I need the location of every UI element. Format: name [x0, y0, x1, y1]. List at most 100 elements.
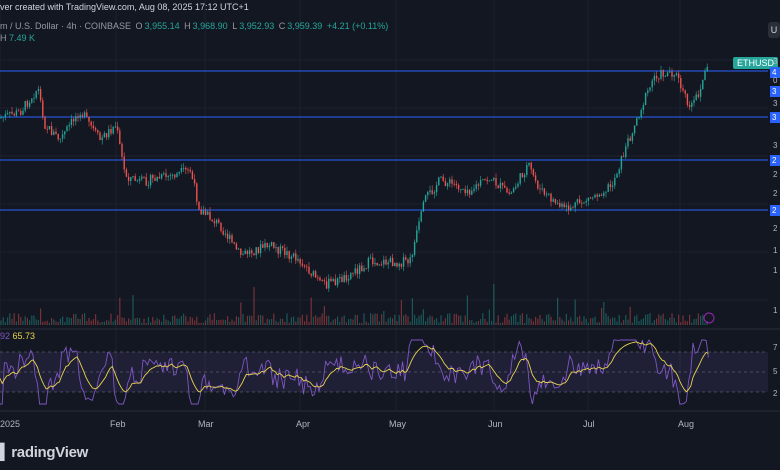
candle-body: [451, 179, 453, 184]
volume-bar: [128, 318, 130, 325]
volume-bar: [77, 318, 79, 325]
candle-body: [347, 279, 350, 281]
candle-body: [224, 233, 227, 235]
candle-body: [330, 278, 332, 281]
candle-body: [323, 280, 326, 282]
candle-body: [361, 265, 363, 272]
candle-body: [658, 78, 660, 80]
candle-body: [453, 183, 455, 185]
candle-body: [160, 174, 163, 179]
candle-body: [0, 117, 2, 119]
candle-body: [636, 118, 638, 126]
volume-bar: [88, 317, 90, 325]
volume-bar: [147, 317, 149, 325]
volume-bar: [169, 321, 171, 325]
candle-body: [295, 253, 297, 261]
candle-body: [545, 193, 548, 195]
candle-body: [550, 193, 552, 202]
candle-body: [288, 251, 290, 259]
rsi-axis-label: 7: [773, 343, 778, 352]
volume-bar: [576, 317, 578, 325]
candle-body: [6, 113, 9, 115]
volume-bar: [429, 315, 431, 325]
volume-bar: [546, 314, 548, 325]
candle-body: [211, 219, 213, 222]
candle-body: [462, 189, 464, 190]
candle-body: [521, 173, 524, 178]
volume-bar: [46, 320, 48, 325]
volume-bar: [482, 313, 484, 325]
candle-body: [589, 197, 592, 199]
volume-bar: [81, 314, 83, 325]
volume-bar: [271, 319, 273, 325]
volume-bar: [33, 315, 35, 325]
volume-bar: [90, 320, 92, 325]
candle-body: [246, 250, 249, 255]
currency-button[interactable]: U: [768, 22, 780, 38]
volume-bar: [117, 315, 119, 325]
candle-body: [286, 251, 288, 256]
rsi-line: [0, 339, 709, 405]
candle-body: [389, 257, 392, 263]
candle-body: [567, 205, 570, 211]
volume-bar: [629, 306, 631, 325]
volume-bar: [585, 318, 587, 325]
candle-body: [475, 184, 477, 189]
volume-bar: [420, 314, 422, 325]
candle-body: [281, 246, 284, 248]
candle-body: [671, 71, 673, 77]
volume-bar: [103, 321, 105, 325]
volume-bar: [378, 321, 380, 325]
volume-bar: [682, 315, 684, 325]
volume-bar: [323, 305, 325, 325]
volume-bar: [284, 322, 286, 325]
candle-body: [35, 90, 37, 99]
volume-bar: [398, 314, 400, 325]
volume-bar: [79, 319, 81, 325]
volume-bar: [315, 315, 317, 325]
volume-bar: [662, 313, 664, 325]
volume-bar: [145, 322, 147, 325]
candle-body: [240, 248, 242, 255]
volume-bar: [42, 321, 44, 325]
candle-body: [136, 180, 139, 182]
volume-bar: [332, 319, 334, 325]
candle-body: [317, 277, 319, 279]
created-with-text: ver created with TradingView.com, Aug 08…: [0, 2, 249, 12]
candle-body: [268, 245, 271, 248]
volume-bar: [563, 321, 565, 325]
candle-body: [204, 210, 207, 215]
candle-body: [262, 244, 264, 248]
candle-body: [433, 192, 436, 194]
candle-body: [697, 94, 700, 97]
volume-bar: [191, 317, 193, 325]
time-axis-label: Mar: [198, 419, 214, 429]
candle-body: [297, 259, 299, 261]
volume-bar: [444, 318, 446, 325]
volume-bar: [400, 300, 402, 325]
candle-body: [59, 138, 62, 140]
volume-bar: [616, 321, 618, 325]
candle-body: [365, 268, 367, 270]
volume-bar: [222, 319, 224, 325]
candle-body: [284, 247, 286, 256]
candle-body: [594, 194, 596, 198]
lightning-icon: [703, 312, 715, 324]
volume-bar: [337, 316, 339, 325]
candle-body: [517, 183, 519, 187]
volume-bar: [572, 321, 574, 325]
volume-bar: [664, 318, 666, 325]
volume-bar: [526, 314, 528, 325]
low-value: 3,952.93: [239, 21, 275, 31]
candle-body: [669, 71, 671, 73]
volume-bar: [141, 322, 143, 325]
volume-bar: [488, 309, 490, 325]
volume-bar: [363, 313, 365, 325]
volume-bar: [150, 322, 152, 325]
volume-bar: [68, 317, 70, 325]
candle-body: [145, 177, 147, 186]
volume-bar: [29, 320, 31, 325]
candle-body: [490, 180, 493, 181]
candle-body: [649, 87, 651, 91]
